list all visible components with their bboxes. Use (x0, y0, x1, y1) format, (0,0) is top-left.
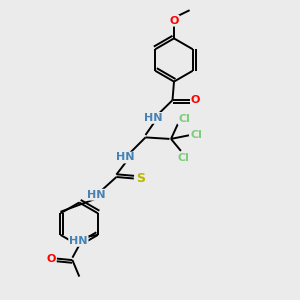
Text: HN: HN (69, 236, 88, 246)
Text: Cl: Cl (178, 114, 190, 124)
Text: O: O (191, 95, 200, 105)
Text: HN: HN (87, 190, 106, 200)
Text: O: O (46, 254, 56, 264)
Text: HN: HN (144, 113, 163, 123)
Text: Cl: Cl (178, 153, 190, 163)
Text: Cl: Cl (190, 130, 202, 140)
Text: HN: HN (116, 152, 135, 163)
Text: O: O (169, 16, 179, 26)
Text: S: S (136, 172, 145, 185)
